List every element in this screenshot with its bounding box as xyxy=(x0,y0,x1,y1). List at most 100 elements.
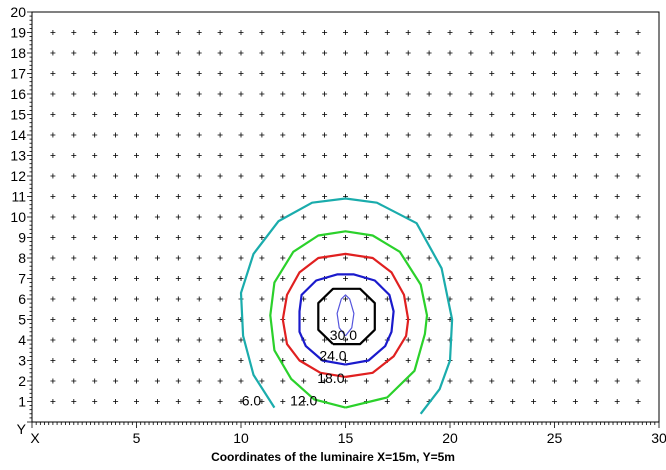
grid-cross xyxy=(447,255,453,261)
x-tick-label: 5 xyxy=(133,430,141,446)
grid-cross xyxy=(71,337,77,343)
grid-cross xyxy=(175,296,181,302)
grid-cross xyxy=(280,91,286,97)
grid-cross xyxy=(635,276,641,281)
grid-cross xyxy=(384,255,390,261)
grid-cross xyxy=(363,317,369,322)
grid-cross xyxy=(238,71,244,76)
grid-cross xyxy=(426,296,432,302)
grid-cross xyxy=(175,235,181,240)
grid-cross xyxy=(468,194,474,199)
grid-cross xyxy=(217,153,223,158)
grid-cross xyxy=(510,214,516,220)
grid-cross xyxy=(384,132,390,138)
grid-cross xyxy=(134,214,139,220)
grid-cross xyxy=(259,337,265,343)
grid-cross xyxy=(238,132,244,138)
grid-cross xyxy=(175,153,181,158)
grid-cross xyxy=(71,317,77,322)
x-tick-label: 30 xyxy=(651,430,666,446)
grid-cross xyxy=(405,50,411,56)
grid-cross xyxy=(217,194,223,199)
grid-cross xyxy=(238,276,244,281)
grid-cross xyxy=(468,214,474,220)
grid-cross xyxy=(384,153,390,158)
grid-cross xyxy=(405,132,411,138)
grid-cross xyxy=(635,153,641,158)
grid-cross xyxy=(572,153,578,158)
grid-cross xyxy=(489,173,495,179)
grid-cross xyxy=(196,378,202,384)
grid-cross xyxy=(71,50,77,56)
grid-cross xyxy=(614,235,620,240)
grid-cross xyxy=(175,317,181,322)
grid-cross xyxy=(196,173,202,179)
grid-cross xyxy=(343,50,348,56)
grid-cross xyxy=(92,214,98,220)
grid-cross xyxy=(384,30,390,35)
grid-cross xyxy=(196,358,202,363)
grid-cross xyxy=(614,255,620,261)
grid-cross xyxy=(322,317,328,322)
grid-cross xyxy=(468,255,474,261)
grid-cross xyxy=(635,214,641,220)
grid-cross xyxy=(572,276,578,281)
grid-cross xyxy=(426,194,432,199)
grid-cross xyxy=(635,30,641,35)
grid-cross xyxy=(175,30,181,35)
grid-cross xyxy=(572,132,578,138)
grid-cross xyxy=(113,399,119,404)
contour-label: 6.0 xyxy=(242,393,262,409)
grid-cross xyxy=(301,50,307,56)
x-tick-label: 15 xyxy=(338,430,354,446)
grid-cross xyxy=(552,255,557,261)
grid-cross xyxy=(552,91,557,97)
grid-cross xyxy=(468,235,474,240)
grid-cross xyxy=(593,378,599,384)
grid-cross xyxy=(426,276,432,281)
grid-cross xyxy=(510,296,516,302)
grid-cross xyxy=(489,296,495,302)
grid-cross xyxy=(134,317,139,322)
grid-cross xyxy=(552,337,557,343)
grid-cross xyxy=(531,30,537,35)
grid-cross xyxy=(510,173,516,179)
grid-cross xyxy=(301,132,307,138)
grid-cross xyxy=(113,235,119,240)
grid-cross xyxy=(343,378,348,384)
grid-cross xyxy=(614,337,620,343)
grid-cross xyxy=(50,153,56,158)
grid-cross xyxy=(510,317,516,322)
grid-cross xyxy=(134,296,139,302)
grid-cross xyxy=(531,214,537,220)
grid-cross xyxy=(552,194,557,199)
grid-cross xyxy=(531,112,537,117)
y-tick-label: 7 xyxy=(18,271,26,287)
grid-cross xyxy=(175,71,181,76)
grid-cross xyxy=(217,112,223,117)
grid-cross xyxy=(343,132,348,138)
grid-cross xyxy=(635,194,641,199)
grid-cross xyxy=(259,399,265,404)
grid-cross xyxy=(92,296,98,302)
grid-cross xyxy=(301,173,307,179)
grid-cross xyxy=(635,91,641,97)
grid-cross xyxy=(175,214,181,220)
grid-cross xyxy=(154,112,160,117)
grid-cross xyxy=(259,276,265,281)
grid-cross xyxy=(238,399,244,404)
grid-cross xyxy=(50,358,56,363)
grid-cross xyxy=(593,296,599,302)
grid-cross xyxy=(510,235,516,240)
grid-cross xyxy=(113,276,119,281)
grid-cross xyxy=(92,276,98,281)
grid-cross xyxy=(384,91,390,97)
grid-cross xyxy=(510,30,516,35)
grid-cross xyxy=(552,317,557,322)
y-tick-label: 18 xyxy=(10,45,26,61)
grid-cross xyxy=(50,30,56,35)
grid-cross xyxy=(572,378,578,384)
grid-cross xyxy=(635,235,641,240)
y-tick-label: 5 xyxy=(18,312,26,328)
y-tick-label: 3 xyxy=(18,353,26,369)
